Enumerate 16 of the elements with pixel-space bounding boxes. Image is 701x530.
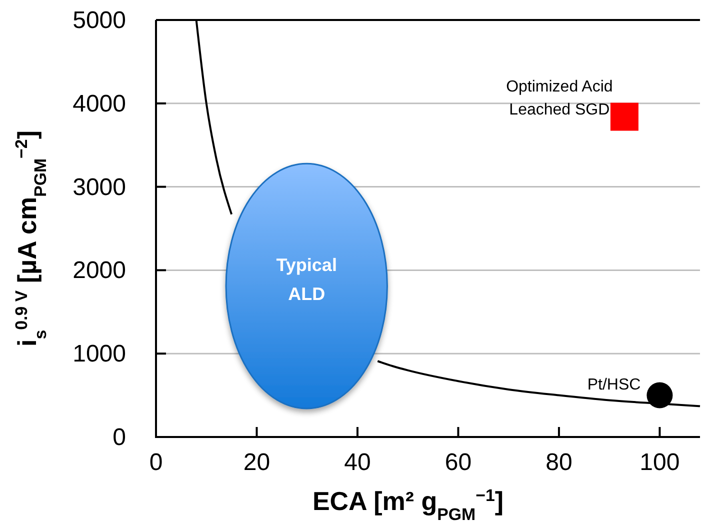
x-tick-label: 20 — [243, 449, 270, 476]
y-tick-label: 5000 — [72, 7, 126, 34]
annotation: Optimized Acid Leached SGD — [506, 78, 613, 119]
y-tick-label: 2000 — [72, 257, 126, 284]
x-tick-label: 80 — [546, 449, 572, 476]
annotation: Typical ALD — [276, 255, 337, 304]
x-tick-label: 60 — [444, 449, 472, 476]
y-tick-label: 3000 — [72, 174, 126, 201]
y-tick-label: 0 — [112, 424, 126, 451]
annotation: Pt/HSC — [587, 376, 641, 394]
y-tick-label: 4000 — [72, 90, 126, 118]
x-tick-label: 100 — [640, 449, 680, 476]
x-axis-title: ECA [m² g$_{PGM}$$^{−1}$] — [312, 486, 504, 524]
x-tick-label: 0 — [149, 449, 163, 476]
y-tick-label: 1000 — [72, 340, 126, 368]
x-tick-label: 40 — [344, 449, 371, 476]
